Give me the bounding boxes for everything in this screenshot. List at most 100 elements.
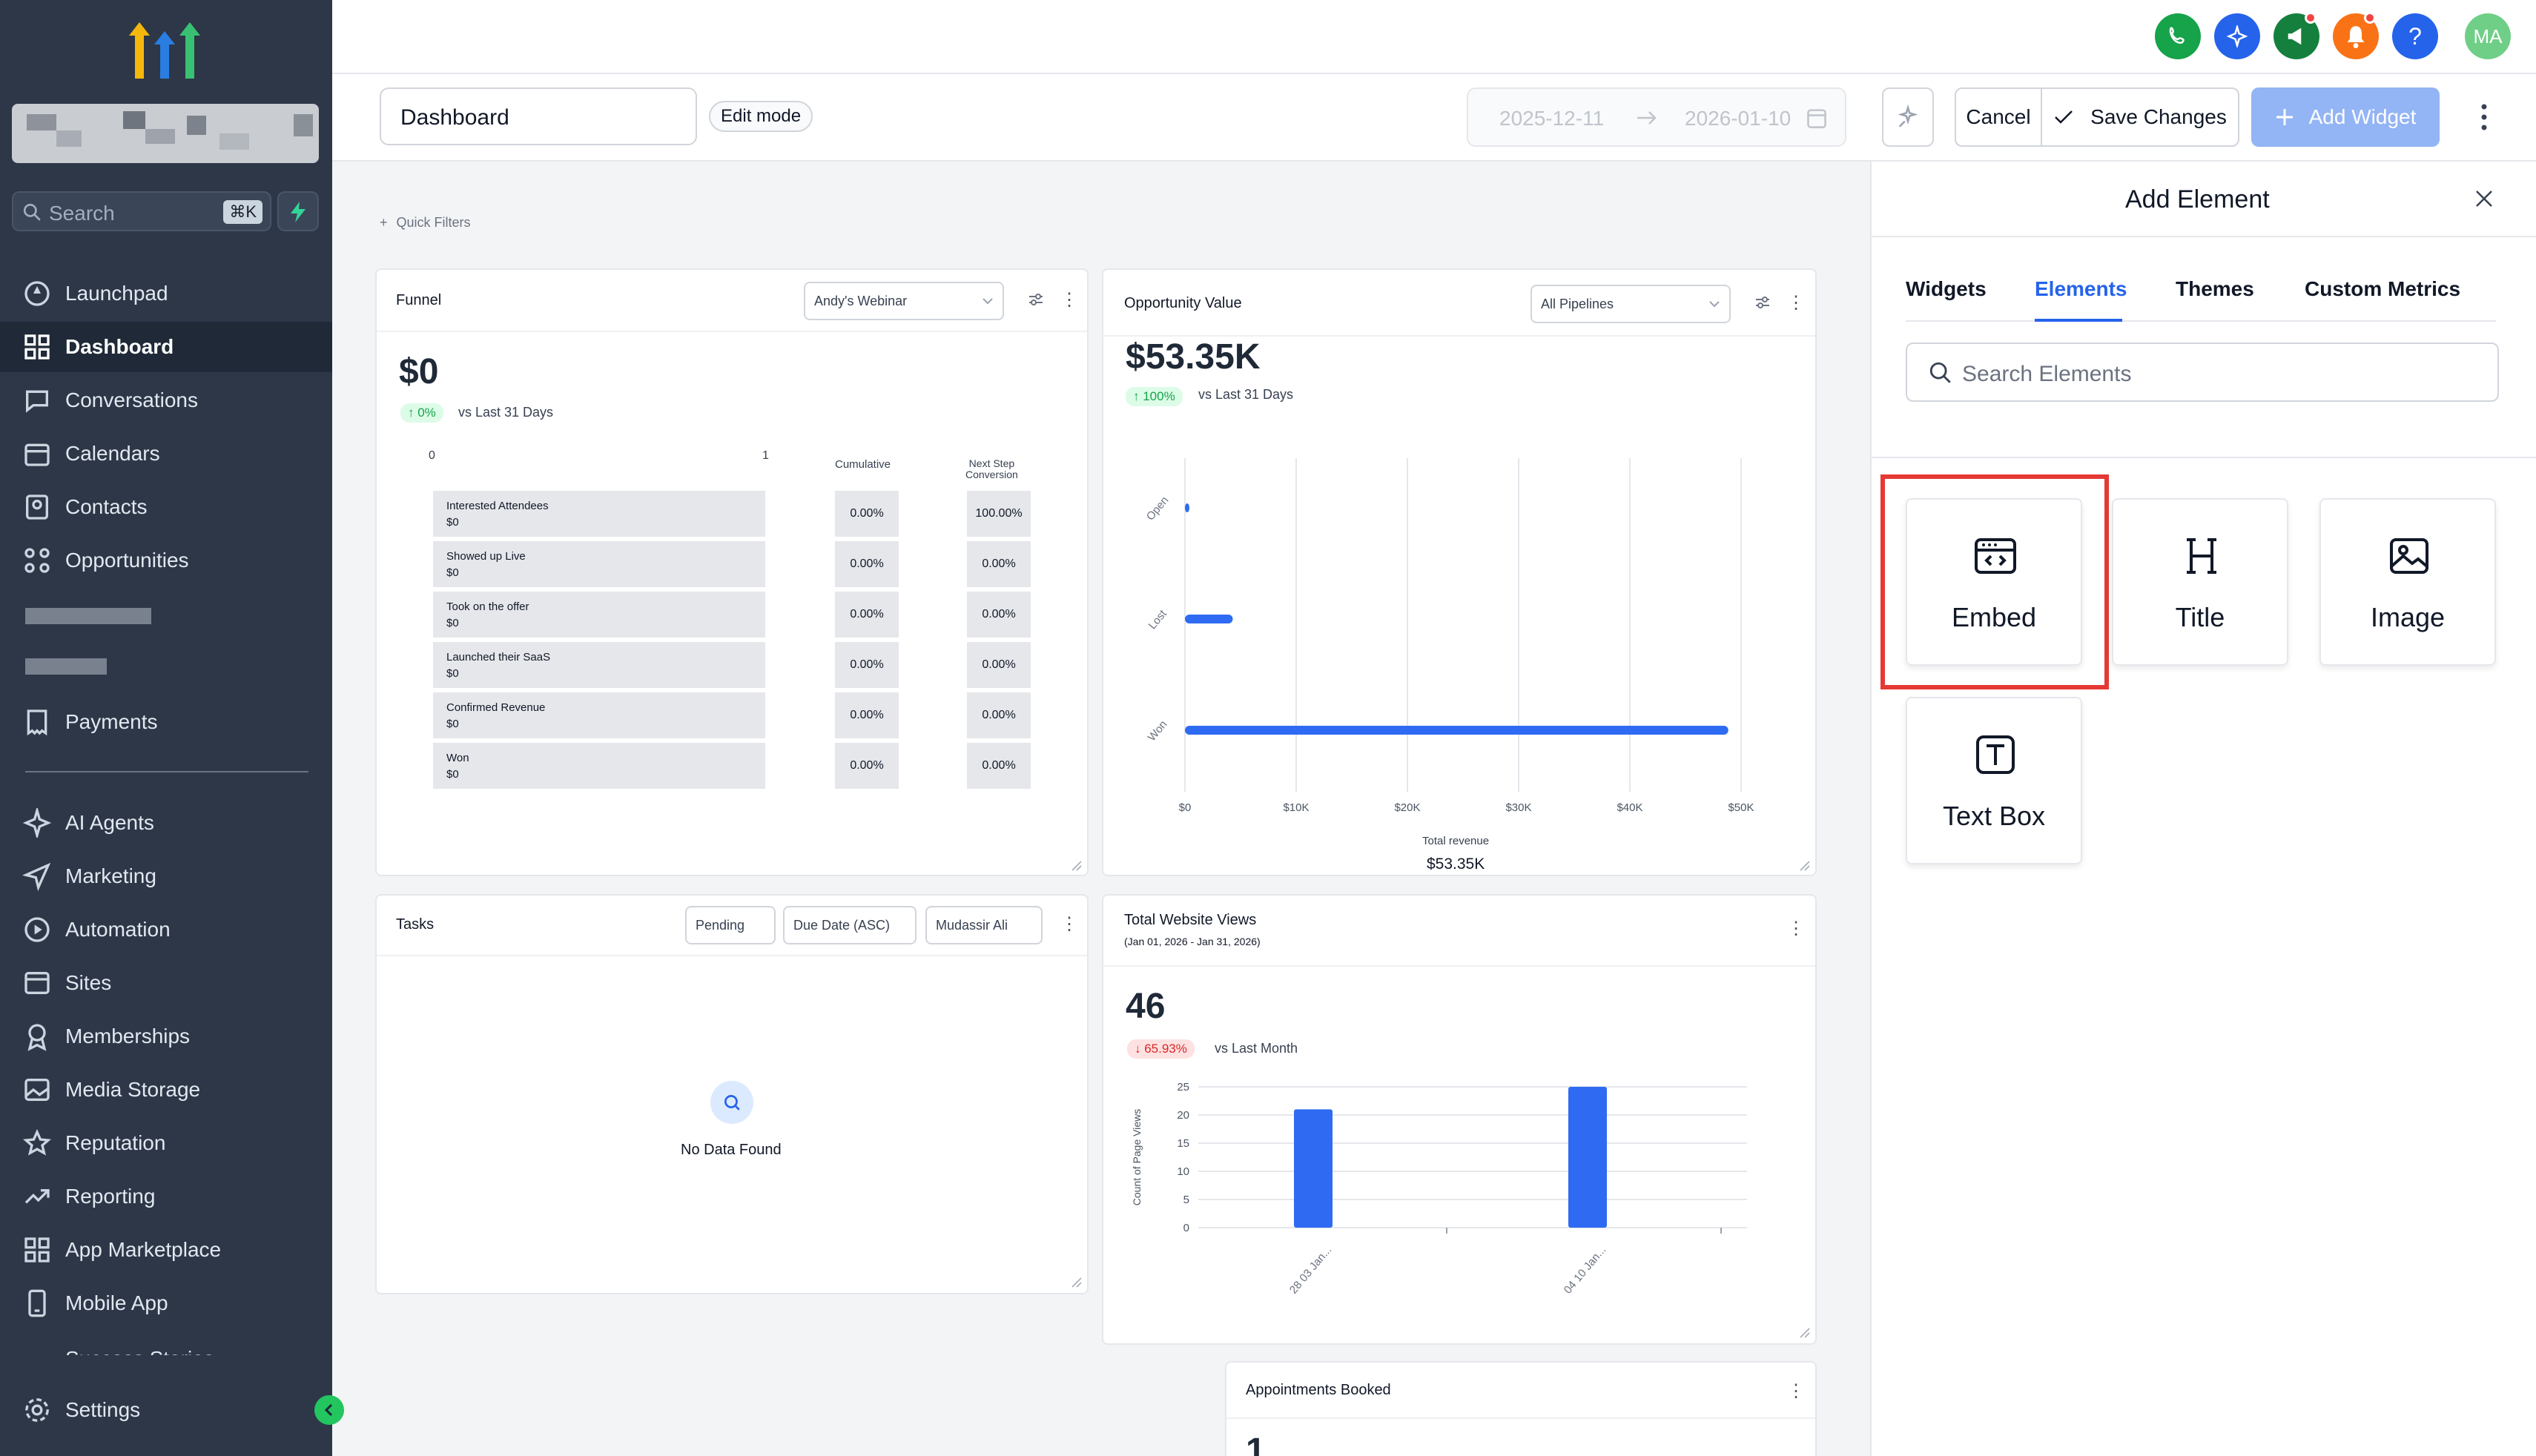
x-tick-label: 04 10 Jan... xyxy=(1562,1244,1608,1297)
sidebar-search[interactable]: Search ⌘K xyxy=(12,191,271,231)
sidebar-item-memberships[interactable]: Memberships xyxy=(0,1011,332,1062)
sidebar-item-dashboard[interactable]: Dashboard xyxy=(0,322,332,372)
sidebar-item-settings[interactable]: Settings xyxy=(0,1385,332,1435)
quick-filters-button[interactable]: + Quick Filters xyxy=(380,215,471,231)
tab-elements[interactable]: Elements xyxy=(2035,277,2127,300)
magic-wand-icon xyxy=(1898,105,1918,128)
dashboard-name-input[interactable]: Dashboard xyxy=(380,87,697,145)
funnel-cumulative-cell: 0.00% xyxy=(835,743,899,789)
quick-actions-button[interactable] xyxy=(277,191,319,231)
sidebar-item-sites[interactable]: Sites xyxy=(0,958,332,1008)
tasks-user-value: Mudassir Ali xyxy=(936,918,1008,933)
views-bar[interactable] xyxy=(1568,1087,1607,1228)
x-tick-label: $10K xyxy=(1283,801,1309,814)
sidebar-item-calendars[interactable]: Calendars xyxy=(0,428,332,479)
sidebar-item-contacts[interactable]: Contacts xyxy=(0,482,332,532)
x-tick-label: $20K xyxy=(1394,801,1420,814)
phone-button[interactable] xyxy=(2155,13,2201,59)
tasks-user-select[interactable]: Mudassir Ali xyxy=(925,906,1043,944)
sidebar-item-media-storage[interactable]: Media Storage xyxy=(0,1065,332,1115)
website-views-menu-icon[interactable]: ⋮ xyxy=(1787,919,1805,939)
sidebar-item-label: Calendars xyxy=(65,442,160,465)
bar-won[interactable] xyxy=(1185,726,1728,735)
funnel-cumulative-cell: 0.00% xyxy=(835,692,899,738)
user-avatar[interactable]: MA xyxy=(2465,13,2511,59)
resize-handle-icon[interactable] xyxy=(1799,1327,1811,1339)
sidebar-item-label: App Marketplace xyxy=(65,1238,222,1261)
pipeline-select[interactable]: All Pipelines xyxy=(1530,285,1731,323)
phone-icon xyxy=(2169,27,2185,44)
sidebar-item-reporting[interactable]: Reporting xyxy=(0,1171,332,1222)
image-icon xyxy=(2390,538,2428,574)
appointments-widget[interactable] xyxy=(1225,1361,1817,1456)
more-options-icon[interactable] xyxy=(2480,102,2489,132)
opportunity-vs-label: vs Last 31 Days xyxy=(1198,387,1294,402)
opportunity-value-widget[interactable] xyxy=(1102,268,1817,876)
save-changes-button[interactable]: Save Changes xyxy=(2041,87,2239,147)
card-divider xyxy=(1103,335,1815,337)
card-divider xyxy=(377,955,1087,956)
sidebar-item-opportunities[interactable]: Opportunities xyxy=(0,535,332,586)
sidebar-item-success-stories[interactable]: Success Stories xyxy=(65,1342,214,1355)
funnel-menu-icon[interactable]: ⋮ xyxy=(1060,290,1078,310)
calendar-icon xyxy=(1807,109,1826,128)
filter-settings-icon[interactable] xyxy=(1754,295,1771,310)
add-widget-button[interactable]: Add Widget xyxy=(2251,87,2440,147)
sidebar-item-mobile-app[interactable]: Mobile App xyxy=(0,1278,332,1328)
account-switcher[interactable] xyxy=(12,104,319,163)
sidebar-item-launchpad[interactable]: Launchpad xyxy=(0,268,332,319)
sidebar-item-conversations[interactable]: Conversations xyxy=(0,375,332,426)
sidebar-item-marketing[interactable]: Marketing xyxy=(0,851,332,901)
resize-handle-icon[interactable] xyxy=(1071,860,1083,872)
tasks-sort-select[interactable]: Due Date (ASC) xyxy=(783,906,917,944)
views-bar[interactable] xyxy=(1294,1109,1333,1228)
tasks-menu-icon[interactable]: ⋮ xyxy=(1060,914,1078,934)
sidebar-item-payments[interactable]: Payments xyxy=(0,697,332,747)
funnel-stage: Took on the offer $0 xyxy=(433,592,765,638)
lightning-icon xyxy=(291,202,306,222)
hidden-nav-item[interactable] xyxy=(25,658,107,675)
ai-assistant-button[interactable] xyxy=(2214,13,2260,59)
close-icon[interactable] xyxy=(2474,188,2494,209)
cancel-button[interactable]: Cancel xyxy=(1955,87,2042,147)
date-start: 2025-12-11 xyxy=(1499,107,1605,130)
tab-custom-metrics[interactable]: Custom Metrics xyxy=(2305,277,2461,300)
bar-lost[interactable] xyxy=(1185,615,1233,623)
funnel-stage-amount: $0 xyxy=(446,566,459,579)
opportunity-menu-icon[interactable]: ⋮ xyxy=(1787,293,1805,313)
hidden-nav-item[interactable] xyxy=(25,608,151,624)
sidebar-item-label: Launchpad xyxy=(65,282,168,305)
tab-widgets[interactable]: Widgets xyxy=(1906,277,1987,300)
funnel-stage: Launched their SaaS $0 xyxy=(433,642,765,688)
appointments-menu-icon[interactable]: ⋮ xyxy=(1787,1381,1805,1401)
ai-magic-button[interactable] xyxy=(1882,87,1934,147)
app-logo[interactable] xyxy=(126,19,206,82)
resize-handle-icon[interactable] xyxy=(1071,1277,1083,1288)
sidebar-item-ai-agents[interactable]: AI Agents xyxy=(0,798,332,848)
element-title[interactable]: Title xyxy=(2112,498,2288,666)
tasks-status-select[interactable]: Pending xyxy=(685,906,776,944)
notifications-button[interactable] xyxy=(2333,12,2379,59)
funnel-axis-max: 1 xyxy=(762,449,769,462)
notification-dot xyxy=(2305,12,2317,24)
element-image[interactable]: Image xyxy=(2319,498,2496,666)
website-views-widget[interactable] xyxy=(1102,894,1817,1345)
sidebar-item-app-marketplace[interactable]: App Marketplace xyxy=(0,1225,332,1275)
resize-handle-icon[interactable] xyxy=(1799,860,1811,872)
collapse-sidebar-button[interactable] xyxy=(314,1395,344,1425)
element-embed[interactable]: Embed xyxy=(1906,498,2082,666)
tab-themes[interactable]: Themes xyxy=(2176,277,2254,300)
y-tick-label: 15 xyxy=(1177,1137,1189,1150)
element-text-box[interactable]: Text Box xyxy=(1906,697,2082,864)
help-button[interactable]: ? xyxy=(2392,13,2438,59)
search-elements-input[interactable]: Search Elements xyxy=(1906,343,2499,402)
sidebar-item-reputation[interactable]: Reputation xyxy=(0,1118,332,1168)
announcements-button[interactable] xyxy=(2274,12,2319,59)
x-tick-label: $50K xyxy=(1728,801,1754,814)
filter-settings-icon[interactable] xyxy=(1028,292,1044,307)
date-range-picker[interactable]: 2025-12-11 2026-01-10 xyxy=(1467,87,1846,147)
chat-icon xyxy=(26,390,48,413)
funnel-filter-select[interactable]: Andy's Webinar xyxy=(804,282,1004,320)
bar-open[interactable] xyxy=(1185,503,1189,512)
sidebar-item-automation[interactable]: Automation xyxy=(0,904,332,955)
